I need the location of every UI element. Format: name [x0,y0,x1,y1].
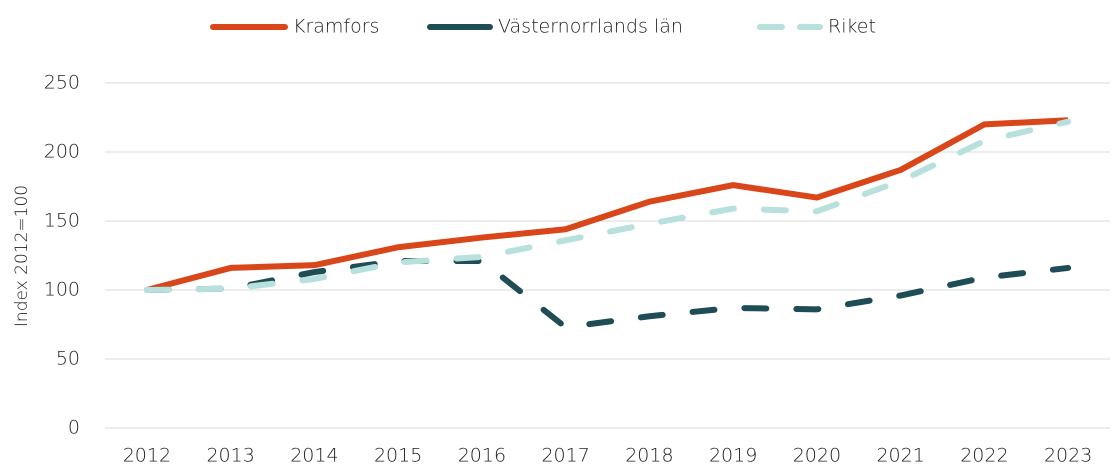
y-axis-label: Index 2012=100 [12,185,32,327]
x-tick-label: 2017 [541,445,589,467]
x-tick-label: 2019 [709,445,757,467]
line [143,258,1072,331]
line [143,118,1072,293]
y-tick-label: 200 [44,141,80,163]
legend-label: Riket [828,16,876,38]
x-tick-label: 2018 [625,445,673,467]
x-tick-label: 2020 [793,445,841,467]
y-tick-label: 250 [44,72,80,94]
y-tick-label: 150 [44,210,80,232]
legend-label: Västernorrlands län [498,16,683,38]
x-tick-label: 2021 [876,445,924,467]
x-tick-label: 2015 [374,445,422,467]
y-tick-label: 0 [68,417,80,439]
x-tick-label: 2023 [1044,445,1092,467]
x-tick-label: 2013 [206,445,254,467]
x-tick-label: 2012 [123,445,171,467]
legend-label: Kramfors [293,16,379,38]
y-tick-label: 100 [44,279,80,301]
line [146,117,1069,293]
x-tick-label: 2022 [960,445,1008,467]
x-tick-label: 2016 [458,445,506,467]
y-tick-label: 50 [56,348,80,370]
x-tick-label: 2014 [290,445,338,467]
